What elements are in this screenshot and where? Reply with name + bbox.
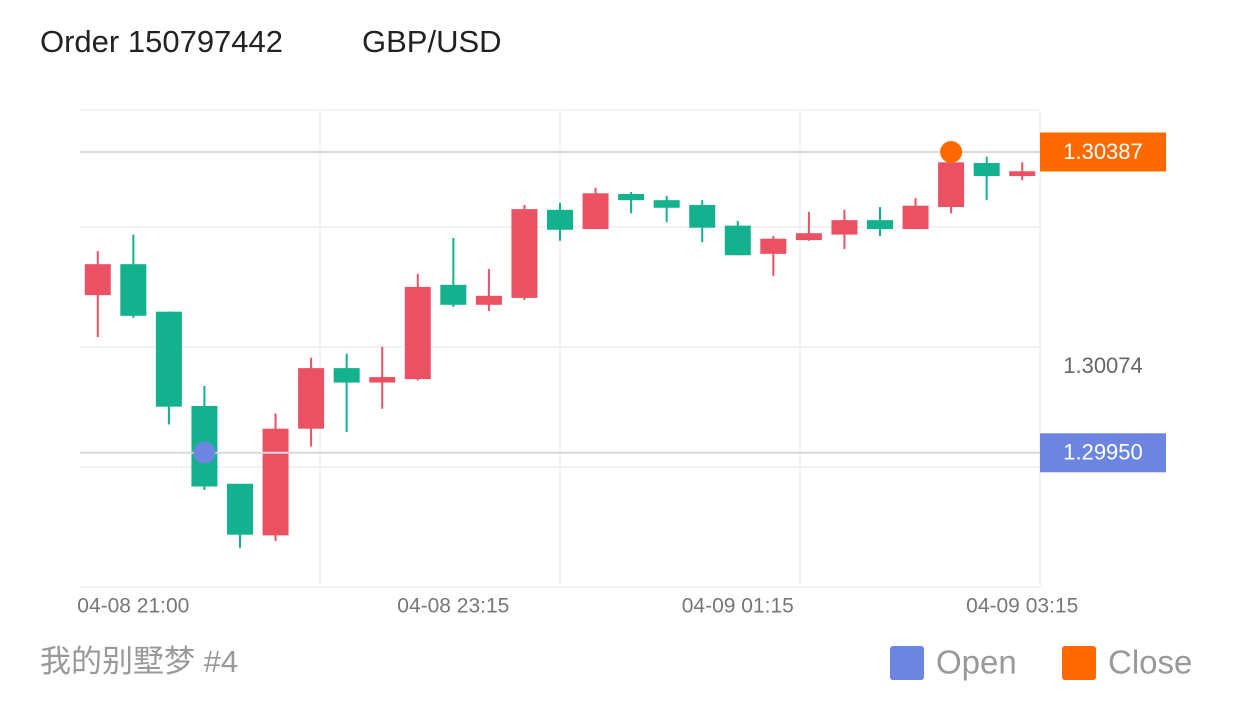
candle-body: [973, 163, 1000, 177]
order-marker: [940, 140, 963, 163]
grid: [80, 109, 1041, 588]
candle-body: [227, 483, 253, 535]
candle-body: [298, 368, 325, 429]
candle-body: [511, 209, 538, 298]
candle-body: [795, 233, 822, 241]
chart-subtitle: GBP/USD: [362, 24, 502, 59]
candle-body: [689, 204, 716, 228]
legend-label: Open: [936, 644, 1017, 681]
candle-body: [155, 311, 182, 407]
x-tick-label: 04-08 23:15: [397, 595, 509, 618]
price-tag-label: 1.30387: [1063, 139, 1143, 164]
candle-body: [1009, 171, 1036, 177]
candle-body: [84, 264, 111, 296]
footer: 我的别墅梦 #4: [40, 644, 238, 679]
price-tag-label: 1.29950: [1063, 440, 1143, 465]
candle-body: [262, 428, 289, 536]
candle-body: [440, 284, 467, 305]
candle-body: [867, 220, 893, 230]
candle-body: [582, 193, 609, 230]
x-tick-label: 04-09 03:15: [966, 595, 1078, 618]
candle-body: [120, 264, 147, 316]
x-tick-label: 04-08 21:00: [77, 595, 189, 618]
candle-body: [938, 162, 965, 208]
candle-body: [724, 225, 751, 256]
order-marker: [193, 441, 216, 464]
legend-label: Close: [1108, 644, 1192, 681]
candle-body: [902, 205, 929, 230]
candle-body: [653, 200, 680, 208]
candle-body: [369, 377, 396, 383]
price-tag: [1040, 433, 1166, 473]
candle-body: [333, 368, 360, 383]
x-tick-label: 04-09 01:15: [682, 595, 794, 618]
candle-body: [547, 209, 573, 230]
chart-title: Order 150797442: [40, 24, 283, 59]
candle-body: [760, 238, 787, 254]
y-tick-label: 1.30074: [1063, 353, 1143, 378]
candle-body: [475, 295, 502, 305]
candle-body: [404, 286, 431, 380]
legend-swatch: [890, 646, 924, 680]
legend-swatch: [1062, 646, 1096, 680]
candle-body: [618, 193, 645, 201]
candle-body: [831, 220, 858, 235]
price-tag: [1040, 132, 1166, 172]
